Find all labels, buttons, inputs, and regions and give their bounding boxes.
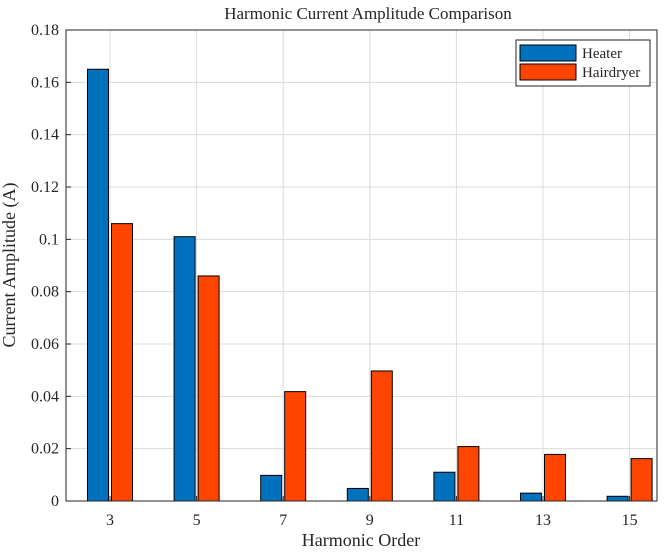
bar-heater-3 <box>87 68 109 502</box>
y-tick-label: 0.04 <box>31 388 59 405</box>
bar-heater-5 <box>173 236 196 502</box>
bar-heater-15 <box>606 495 629 502</box>
bar-hairdryer-9 <box>370 370 393 502</box>
bar-hairdryer-3 <box>111 223 133 502</box>
y-axis-ticks: 0 0.02 0.04 0.06 0.08 0.1 0.12 0.14 0.16 0.18 <box>31 22 71 510</box>
bar-hairdryer-7 <box>284 391 307 502</box>
plot-background <box>66 30 657 501</box>
x-tick-label: 11 <box>449 512 464 529</box>
y-tick-label: 0.12 <box>31 179 59 196</box>
x-tick-label: 15 <box>622 512 638 529</box>
y-tick-label: 0.16 <box>31 74 59 91</box>
legend: Heater Hairdryer <box>515 39 651 87</box>
legend-swatch-heater <box>519 44 577 62</box>
x-axis-ticks: 3 5 7 9 11 13 15 <box>106 496 638 529</box>
x-tick-label: 13 <box>535 512 551 529</box>
y-tick-label: 0.14 <box>31 127 59 144</box>
plot-frame <box>65 29 658 502</box>
y-tick-label: 0.02 <box>31 441 59 458</box>
y-tick-label: 0.1 <box>39 231 59 248</box>
x-tick-label: 3 <box>106 512 114 529</box>
bar-heater-7 <box>260 474 283 502</box>
bar-heater-11 <box>433 471 456 502</box>
y-tick-label: 0.18 <box>31 22 59 39</box>
x-tick-label: 5 <box>193 512 201 529</box>
bar-hairdryer-11 <box>457 446 480 502</box>
bar-hairdryer-5 <box>197 275 220 502</box>
bar-hairdryer-15 <box>630 458 653 502</box>
x-tick-label: 7 <box>279 512 287 529</box>
chart-title: Harmonic Current Amplitude Comparison <box>224 4 512 23</box>
y-axis-label: Current Amplitude (A) <box>0 183 20 348</box>
legend-swatch-hairdryer <box>519 63 577 81</box>
bar-hairdryer-13 <box>544 453 566 502</box>
y-tick-label: 0.06 <box>31 336 59 353</box>
y-tick-label: 0.08 <box>31 284 59 301</box>
y-tick-label: 0 <box>51 493 59 510</box>
bar-heater-9 <box>346 487 369 502</box>
plot-area <box>65 29 658 502</box>
x-axis-label: Harmonic Order <box>302 530 420 550</box>
x-tick-label: 9 <box>366 512 374 529</box>
bar-heater-13 <box>520 492 542 502</box>
grid-lines <box>66 29 657 502</box>
legend-label-hairdryer: Hairdryer <box>582 65 640 81</box>
legend-label-heater: Heater <box>582 46 622 62</box>
